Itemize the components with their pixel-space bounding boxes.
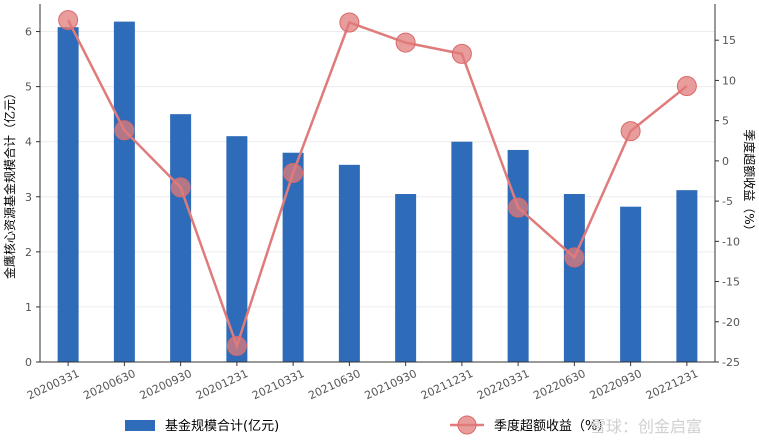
right-tick-label: 5 [722, 115, 729, 128]
right-tick-label: -20 [722, 316, 740, 329]
right-tick-label: -25 [722, 356, 740, 369]
left-tick-label: 1 [25, 301, 32, 314]
bar-series [57, 21, 698, 363]
bar [338, 164, 360, 362]
right-tick-label: -15 [722, 276, 740, 289]
line-point [339, 12, 360, 33]
line-point [508, 197, 529, 218]
bar [226, 136, 248, 362]
legend-line-marker [457, 415, 477, 435]
right-tick-label: 15 [722, 34, 736, 47]
x-tick-label: 20200331 [25, 367, 81, 402]
right-axis-ticks: -25 -20 -15 -10 -5 0 5 10 15 [715, 34, 740, 369]
bar [57, 27, 79, 363]
line-point [170, 177, 191, 198]
right-tick-label: 10 [722, 74, 736, 87]
x-tick-label: 20210331 [250, 367, 306, 402]
line-point [283, 162, 304, 183]
x-tick-label: 20200630 [81, 367, 137, 402]
x-tick-label: 20211231 [419, 367, 475, 402]
x-tick-label: 20220331 [475, 367, 531, 402]
bar [676, 190, 698, 362]
bar [507, 149, 529, 362]
bar [113, 21, 135, 363]
line-point [226, 335, 247, 356]
right-tick-label: -10 [722, 235, 740, 248]
right-tick-label: -5 [722, 195, 733, 208]
watermark: 雪球：创金启富 [590, 417, 702, 436]
legend-bar-label: 基金规模合计(亿元) [165, 418, 279, 434]
x-tick-label: 20221231 [644, 367, 700, 402]
x-tick-label: 20201231 [194, 367, 250, 402]
left-tick-label: 3 [25, 191, 32, 204]
left-tick-label: 6 [25, 26, 32, 39]
legend-bar-swatch [125, 420, 155, 431]
right-axis-title: 季度超额收益（%） [742, 129, 757, 236]
line-point [58, 10, 79, 31]
line-point [114, 120, 135, 141]
line-point [451, 43, 472, 64]
line-path [67, 19, 688, 350]
bar [563, 194, 585, 362]
bar [282, 152, 304, 362]
x-tick-label: 20210630 [306, 367, 362, 402]
bar [170, 114, 192, 363]
legend-line-label: 季度超额收益（%） [494, 418, 610, 434]
right-tick-label: 0 [722, 155, 729, 168]
axes [39, 4, 716, 363]
left-tick-label: 5 [25, 81, 32, 94]
legend: 基金规模合计(亿元) 季度超额收益（%） [125, 415, 610, 435]
line-series [58, 10, 697, 356]
bar [620, 206, 642, 362]
left-tick-label: 2 [25, 246, 32, 259]
left-tick-label: 0 [25, 356, 32, 369]
line-point [395, 32, 416, 53]
line-point [676, 76, 697, 97]
bar [395, 194, 417, 362]
x-tick-label: 20210930 [363, 367, 419, 402]
x-tick-label: 20220930 [588, 367, 644, 402]
left-axis-ticks: 0 1 2 3 4 5 6 [25, 26, 40, 369]
line-point [564, 247, 585, 268]
x-axis-ticks: 20200331 20200630 20200930 20201231 20210331… [25, 362, 700, 402]
line-point [620, 121, 641, 142]
grid-lines [40, 31, 715, 363]
x-tick-label: 20200930 [138, 367, 194, 402]
bar [451, 141, 473, 362]
left-tick-label: 4 [25, 136, 32, 149]
x-tick-label: 20220630 [531, 367, 587, 402]
left-axis-title: 金鹰核心资源基金规模合计（亿元） [2, 87, 17, 279]
